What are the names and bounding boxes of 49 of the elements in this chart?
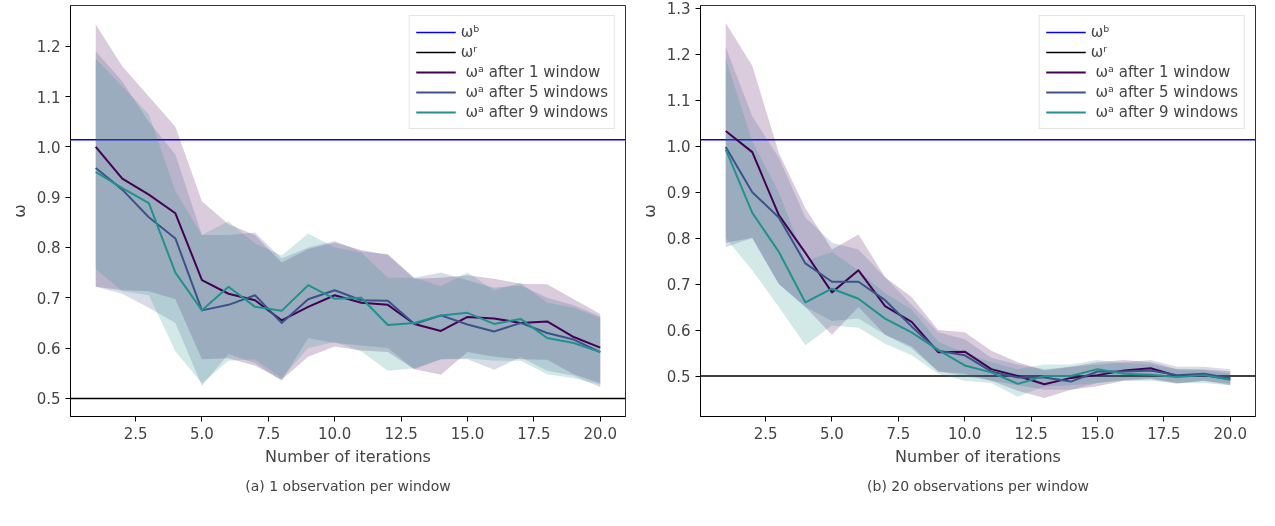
- legend-label: ωᵃ after 5 windows: [464, 83, 608, 101]
- x-tick-label: 15.0: [450, 424, 485, 443]
- y-tick-label: 0.7: [36, 289, 61, 308]
- x-tick-label: 17.5: [517, 424, 551, 443]
- legend-label: ωʳ: [1090, 43, 1109, 61]
- legend-label: ωᵃ after 9 windows: [464, 103, 608, 121]
- y-axis-title: ω: [639, 204, 659, 218]
- x-tick-label: 2.5: [753, 424, 778, 443]
- x-axis-title: Number of iterations: [265, 446, 431, 466]
- y-axis-title: ω: [9, 204, 29, 218]
- y-tick-label: 1.2: [666, 46, 691, 65]
- x-tick-label: 5.0: [190, 424, 214, 443]
- legend-label: ωʳ: [460, 43, 479, 61]
- y-tick-label: 0.6: [666, 322, 691, 341]
- x-tick-label: 12.5: [384, 424, 418, 443]
- x-tick-label: 5.0: [820, 424, 844, 443]
- y-tick-label: 1.1: [666, 92, 691, 111]
- legend-label: ωᵃ after 9 windows: [1094, 103, 1238, 121]
- legend-label: ωᵇ: [1090, 23, 1111, 41]
- x-tick-label: 20.0: [583, 424, 617, 443]
- y-tick-label: 1.1: [36, 88, 61, 107]
- x-tick-label: 2.5: [123, 424, 148, 443]
- y-tick-label: 0.9: [36, 189, 61, 208]
- y-tick-label: 0.8: [666, 230, 691, 249]
- x-tick-label: 7.5: [256, 424, 281, 443]
- x-axis-title: Number of iterations: [895, 446, 1061, 466]
- text: (a) 1 observation per window: [245, 477, 451, 494]
- legend-label: ωᵃ after 1 window: [1094, 63, 1231, 81]
- x-tick-label: 15.0: [1080, 424, 1115, 443]
- y-tick-label: 0.7: [666, 276, 691, 295]
- x-tick-label: 17.5: [1147, 424, 1181, 443]
- y-tick-label: 1.0: [666, 138, 691, 157]
- legend-label: ωᵇ: [460, 23, 481, 41]
- y-tick-label: 0.5: [36, 390, 61, 409]
- x-tick-label: 10.0: [948, 424, 982, 443]
- y-tick-label: 0.9: [666, 184, 691, 203]
- x-tick-label: 12.5: [1014, 424, 1048, 443]
- y-tick-label: 1.0: [36, 138, 61, 157]
- x-tick-label: 10.0: [318, 424, 352, 443]
- y-tick-label: 0.5: [666, 368, 691, 387]
- y-tick-label: 1.3: [666, 0, 691, 19]
- x-tick-label: 20.0: [1213, 424, 1247, 443]
- x-tick-label: 7.5: [886, 424, 911, 443]
- y-tick-label: 0.8: [36, 239, 61, 258]
- text: (b) 20 observations per window: [867, 477, 1089, 494]
- y-tick-label: 0.6: [36, 340, 61, 359]
- y-tick-label: 1.2: [36, 38, 61, 57]
- legend-label: ωᵃ after 1 window: [464, 63, 601, 81]
- legend-label: ωᵃ after 5 windows: [1094, 83, 1238, 101]
